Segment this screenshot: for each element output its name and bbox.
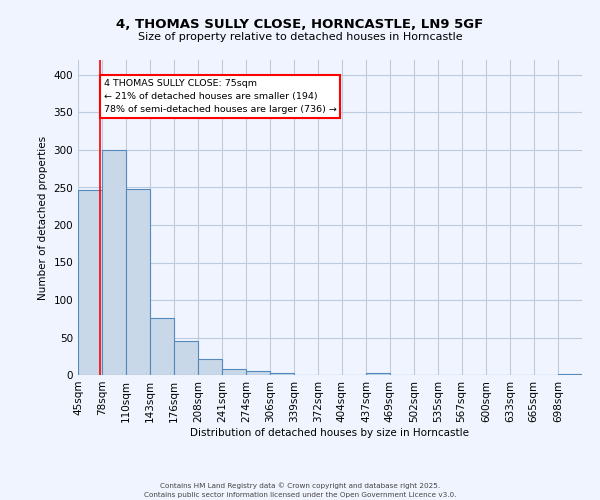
Bar: [366, 373, 390, 375]
Bar: [198, 358, 222, 375]
Bar: [222, 369, 246, 375]
Bar: [78, 190, 102, 375]
Text: 4, THOMAS SULLY CLOSE, HORNCASTLE, LN9 5GF: 4, THOMAS SULLY CLOSE, HORNCASTLE, LN9 5…: [116, 18, 484, 30]
Bar: [126, 189, 150, 375]
Bar: [558, 374, 582, 375]
Y-axis label: Number of detached properties: Number of detached properties: [38, 136, 48, 300]
Bar: [174, 341, 199, 375]
Text: Contains HM Land Registry data © Crown copyright and database right 2025.
Contai: Contains HM Land Registry data © Crown c…: [144, 482, 456, 498]
Bar: [150, 318, 174, 375]
Text: 4 THOMAS SULLY CLOSE: 75sqm
← 21% of detached houses are smaller (194)
78% of se: 4 THOMAS SULLY CLOSE: 75sqm ← 21% of det…: [104, 78, 337, 114]
Text: Size of property relative to detached houses in Horncastle: Size of property relative to detached ho…: [137, 32, 463, 42]
Bar: [270, 373, 294, 375]
Bar: [102, 150, 127, 375]
X-axis label: Distribution of detached houses by size in Horncastle: Distribution of detached houses by size …: [191, 428, 470, 438]
Bar: [246, 371, 271, 375]
